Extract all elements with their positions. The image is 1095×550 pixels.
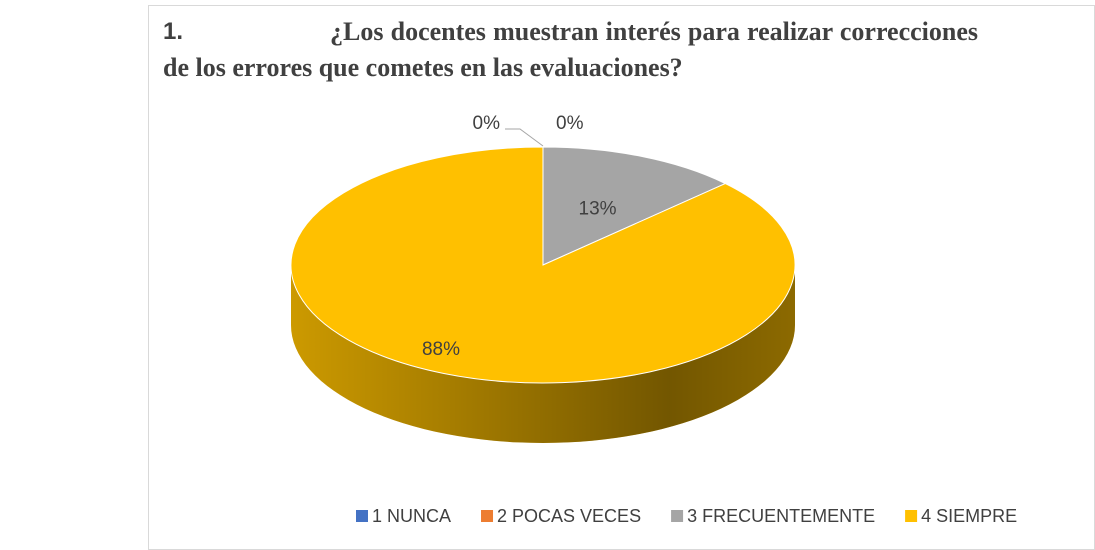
legend-swatch bbox=[905, 510, 918, 522]
legend-swatch bbox=[481, 510, 494, 522]
pie-slice bbox=[290, 146, 796, 384]
chart-title: ¿Los docentes muestran interés para real… bbox=[163, 17, 978, 82]
legend-label: 3 FRECUENTEMENTE bbox=[687, 506, 875, 526]
legend-swatch bbox=[671, 510, 684, 522]
pie-slice bbox=[542, 146, 727, 266]
data-label: 0% bbox=[556, 113, 584, 134]
leader-line bbox=[505, 128, 544, 147]
data-label: 88% bbox=[422, 339, 460, 360]
legend-swatch bbox=[356, 510, 368, 522]
data-label: 0% bbox=[473, 113, 501, 134]
legend-label: 1 NUNCA bbox=[372, 506, 451, 526]
pie-side-shade bbox=[291, 265, 795, 443]
title-number: 1. bbox=[163, 18, 184, 45]
legend-label: 4 SIEMPRE bbox=[921, 506, 1017, 526]
data-label: 13% bbox=[579, 198, 617, 219]
legend-label: 2 POCAS VECES bbox=[497, 506, 641, 526]
